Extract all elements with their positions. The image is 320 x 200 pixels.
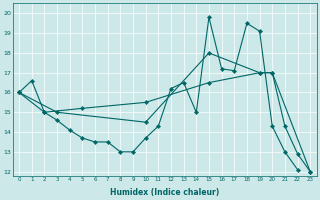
X-axis label: Humidex (Indice chaleur): Humidex (Indice chaleur) bbox=[110, 188, 219, 197]
